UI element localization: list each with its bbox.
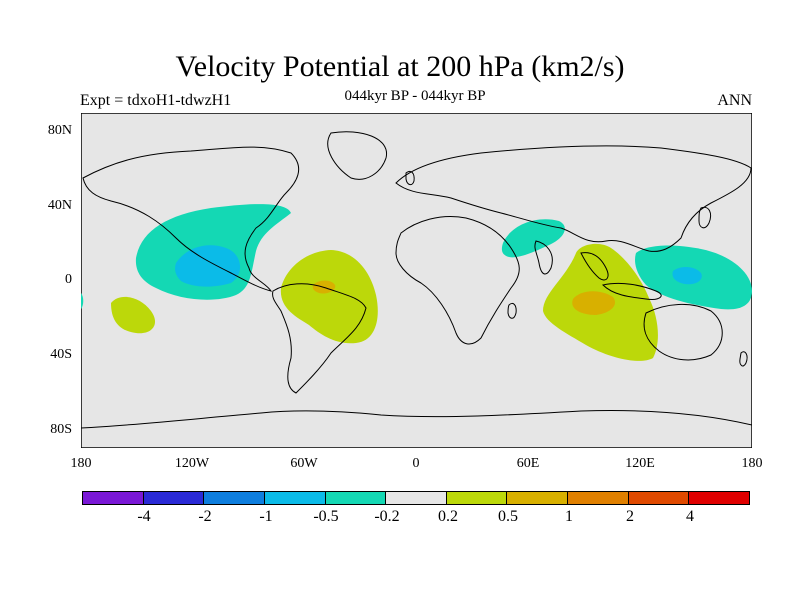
contour-positive-south-america (280, 250, 378, 344)
coast-australia (643, 303, 723, 361)
coast-japan (698, 206, 712, 229)
colorbar-label: -2 (198, 508, 212, 525)
colorbar-bin (628, 492, 690, 504)
coast-greenland (327, 131, 387, 180)
colorbar (82, 491, 750, 505)
contour-negative-arabian-sea (501, 219, 565, 258)
colorbar-bin (143, 492, 205, 504)
colorbar-label: -0.2 (374, 508, 400, 525)
chart-title: Velocity Potential at 200 hPa (km2/s) (175, 50, 625, 83)
contour-fills (81, 204, 752, 361)
lat-label: 40N (47, 198, 72, 213)
contour-strong-negative-east-pacific (175, 245, 241, 287)
contour-positive-south-pacific (111, 296, 156, 334)
colorbar-bin (264, 492, 326, 504)
lon-label: 0 (412, 456, 420, 471)
experiment-label: Expt = tdxoH1-tdwzH1 (80, 92, 232, 109)
colorbar-bin (386, 492, 447, 504)
map-panel (80, 112, 753, 449)
colorbar-bin (568, 492, 629, 504)
colorbar-label: -0.5 (313, 508, 339, 525)
colorbar-bin (204, 492, 265, 504)
colorbar-label: 2 (626, 508, 634, 525)
lat-label: 80S (50, 422, 72, 437)
coast-uk (405, 170, 415, 186)
world-map (80, 112, 753, 449)
lon-label: 120W (174, 456, 210, 471)
colorbar-label: 0.5 (498, 508, 518, 525)
coast-europe-asia (395, 145, 752, 252)
colorbar-label: 4 (686, 508, 694, 525)
lon-label: 180 (741, 456, 763, 471)
colorbar-label: -4 (137, 508, 151, 525)
contour-strong-negative-west-pacific (672, 267, 702, 285)
lat-label: 40S (50, 347, 72, 362)
colorbar-bin (446, 492, 508, 504)
colorbar-label: 1 (565, 508, 573, 525)
coast-antarctica (80, 410, 753, 429)
coast-indonesia (602, 282, 662, 300)
coast-southeast-asia (580, 252, 609, 281)
lon-label: 60W (290, 456, 318, 471)
coastlines (80, 131, 753, 429)
coast-new-zealand (739, 351, 748, 367)
chart-subtitle: 044kyr BP - 044kyr BP (344, 88, 486, 104)
coast-africa (395, 215, 520, 345)
colorbar-bin (83, 492, 144, 504)
colorbar-bin (325, 492, 387, 504)
colorbar-label: -1 (259, 508, 273, 525)
colorbar-bin (507, 492, 569, 504)
lon-label: 60E (516, 456, 540, 471)
colorbar-label: 0.2 (438, 508, 458, 525)
coast-madagascar (507, 302, 517, 319)
contour-negative-dateline-edge (81, 293, 84, 309)
coast-india (534, 240, 553, 275)
lat-label: 80N (47, 123, 72, 138)
coast-south-america (272, 283, 367, 394)
season-label: ANN (717, 92, 752, 109)
colorbar-bin (689, 492, 750, 504)
lon-label: 180 (70, 456, 92, 471)
lon-label: 120E (625, 456, 655, 471)
lat-label: 0 (65, 272, 72, 287)
contour-strong-positive-indian-ocean (572, 291, 616, 315)
coast-north-america (82, 146, 300, 292)
